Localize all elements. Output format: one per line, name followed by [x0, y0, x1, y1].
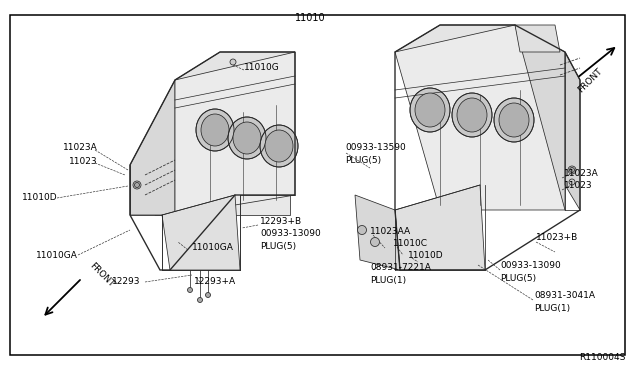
Text: 11010G: 11010G [244, 62, 280, 71]
Text: 11023: 11023 [564, 182, 593, 190]
Polygon shape [395, 185, 485, 270]
Ellipse shape [494, 98, 534, 142]
Circle shape [230, 59, 236, 65]
Circle shape [134, 183, 140, 187]
Circle shape [371, 237, 380, 247]
Ellipse shape [265, 130, 293, 162]
Polygon shape [175, 52, 295, 80]
Text: 11023AA: 11023AA [370, 228, 411, 237]
Ellipse shape [452, 93, 492, 137]
Text: FRONT: FRONT [576, 66, 604, 94]
Polygon shape [175, 52, 295, 215]
Text: 11023+B: 11023+B [536, 234, 579, 243]
Text: PLUG(5): PLUG(5) [500, 273, 536, 282]
Text: 00933-13090: 00933-13090 [500, 262, 561, 270]
Text: PLUG(5): PLUG(5) [345, 155, 381, 164]
Text: R110004S: R110004S [579, 353, 625, 362]
Polygon shape [155, 65, 290, 155]
Polygon shape [395, 25, 565, 210]
Polygon shape [130, 80, 175, 215]
Circle shape [570, 167, 575, 173]
Circle shape [569, 179, 575, 185]
Circle shape [188, 288, 193, 292]
Polygon shape [233, 65, 290, 215]
Text: 11010C: 11010C [393, 240, 428, 248]
Text: 00933-13590: 00933-13590 [345, 144, 406, 153]
Circle shape [205, 292, 211, 298]
Polygon shape [515, 25, 560, 52]
Text: PLUG(1): PLUG(1) [370, 276, 406, 285]
Ellipse shape [201, 114, 229, 146]
Polygon shape [355, 195, 400, 270]
Text: 12293+A: 12293+A [194, 278, 236, 286]
Ellipse shape [228, 117, 266, 159]
Ellipse shape [196, 109, 234, 151]
Text: 11023A: 11023A [564, 169, 599, 177]
Ellipse shape [410, 88, 450, 132]
Polygon shape [515, 25, 565, 210]
Text: 00933-13090: 00933-13090 [260, 230, 321, 238]
Polygon shape [155, 65, 212, 215]
Polygon shape [162, 195, 240, 270]
Text: 11010D: 11010D [22, 193, 58, 202]
Text: 11023A: 11023A [63, 144, 98, 153]
Text: 11010GA: 11010GA [192, 244, 234, 253]
Text: 11010: 11010 [294, 13, 325, 23]
Text: 12293: 12293 [111, 278, 140, 286]
Ellipse shape [233, 122, 261, 154]
Text: 11010GA: 11010GA [36, 250, 78, 260]
Circle shape [133, 181, 141, 189]
Ellipse shape [260, 125, 298, 167]
Ellipse shape [415, 93, 445, 127]
Text: FRONT: FRONT [88, 261, 116, 289]
Circle shape [568, 166, 576, 174]
Ellipse shape [457, 98, 487, 132]
Text: PLUG(1): PLUG(1) [534, 304, 570, 312]
Text: PLUG(5): PLUG(5) [260, 241, 296, 250]
Circle shape [198, 298, 202, 302]
Text: 11010D: 11010D [408, 251, 444, 260]
Polygon shape [565, 52, 580, 210]
Text: 12293+B: 12293+B [260, 218, 302, 227]
Polygon shape [395, 25, 515, 52]
Ellipse shape [499, 103, 529, 137]
Circle shape [358, 225, 367, 234]
Text: 08931-7221A: 08931-7221A [370, 263, 431, 273]
Text: 11023: 11023 [69, 157, 98, 166]
Text: 08931-3041A: 08931-3041A [534, 292, 595, 301]
